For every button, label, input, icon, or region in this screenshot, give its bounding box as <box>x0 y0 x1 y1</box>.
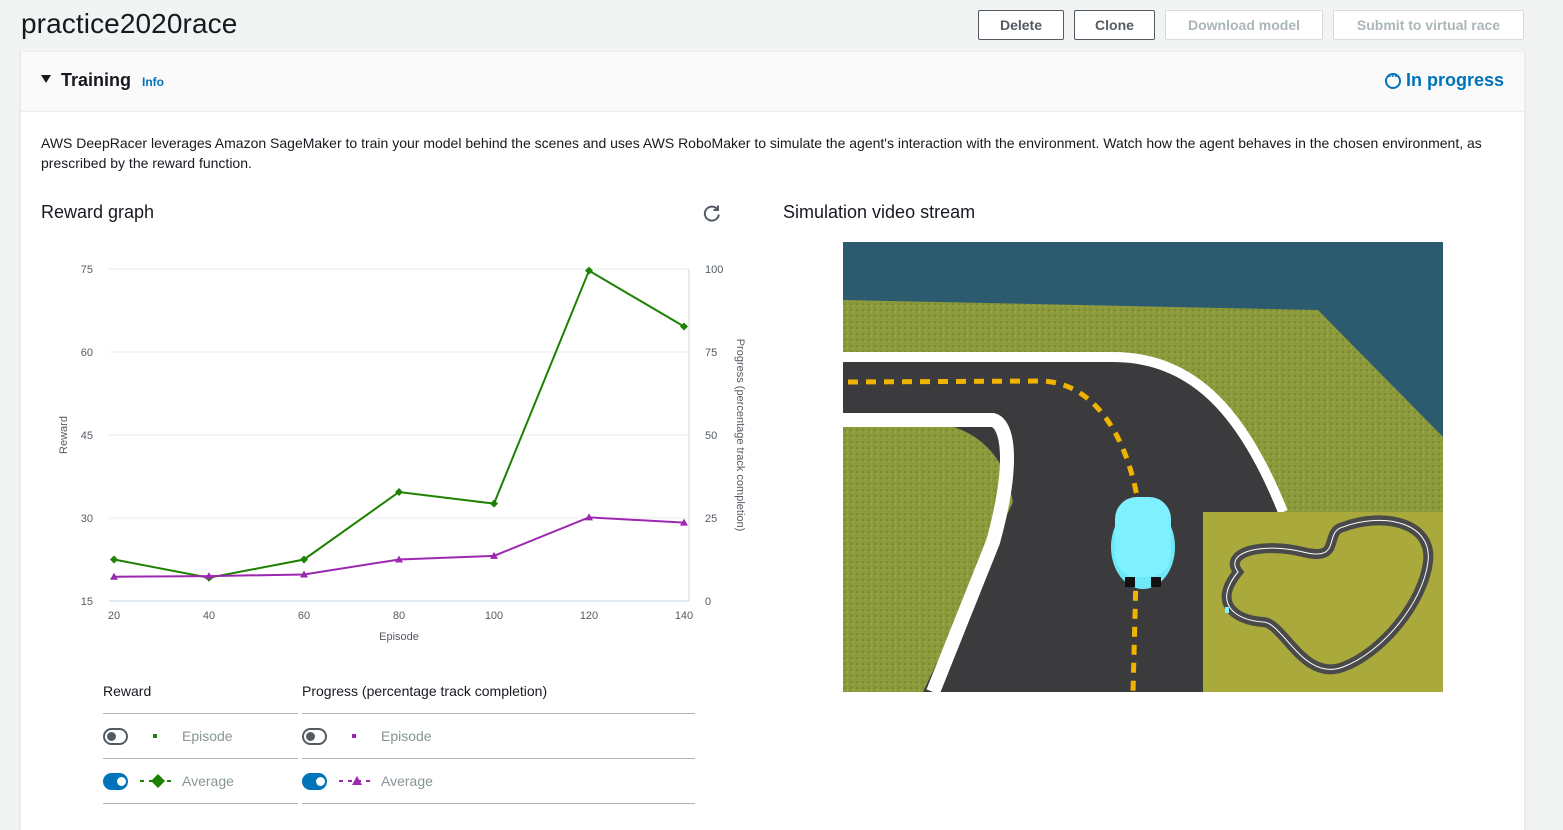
car <box>1111 497 1175 589</box>
square-marker-icon <box>352 734 356 738</box>
legend-label: Episode <box>182 728 233 744</box>
series-line <box>113 269 685 579</box>
legend-label: Average <box>182 773 234 789</box>
info-link[interactable]: Info <box>142 75 164 89</box>
data-point[interactable] <box>110 572 118 580</box>
refresh-icon[interactable] <box>702 203 722 223</box>
y-axis-label: Reward <box>58 416 70 454</box>
y2-tick-label: 100 <box>705 264 723 276</box>
data-point[interactable] <box>680 322 688 331</box>
data-point[interactable] <box>110 555 118 564</box>
reward-graph-title: Reward graph <box>41 202 155 222</box>
legend-progress-average: Average <box>302 759 695 804</box>
training-title: Training <box>61 70 132 90</box>
legend-progress-header: Progress (percentage track completion) <box>302 672 695 714</box>
data-point[interactable] <box>680 518 688 526</box>
progress-episode-toggle[interactable] <box>302 727 327 745</box>
data-point[interactable] <box>585 266 593 275</box>
y-tick-label: 75 <box>81 264 93 276</box>
legend-reward-header: Reward <box>103 672 298 714</box>
simulation-video-title: Simulation video stream <box>783 202 976 222</box>
simulation-video-stream <box>843 242 1443 692</box>
legend-progress-group: Progress (percentage track completion) E… <box>302 672 695 804</box>
reward-episode-toggle[interactable] <box>103 727 128 745</box>
y-tick-label: 15 <box>81 596 93 608</box>
x-tick-label: 120 <box>580 610 598 622</box>
diamond-marker-icon <box>140 774 176 788</box>
y2-tick-label: 0 <box>705 596 711 608</box>
data-point[interactable] <box>490 551 498 559</box>
triangle-marker-icon <box>339 776 375 785</box>
data-point[interactable] <box>395 487 403 496</box>
y2-tick-label: 25 <box>705 513 717 525</box>
x-axis-label: Episode <box>379 631 419 643</box>
download-model-button[interactable]: Download model <box>1165 10 1323 40</box>
y-tick-label: 45 <box>81 430 93 442</box>
submit-to-virtual-race-button[interactable]: Submit to virtual race <box>1333 10 1524 40</box>
x-tick-label: 100 <box>485 610 503 622</box>
legend-reward-group: Reward Episode Average <box>103 672 298 804</box>
y2-axis-label: Progress (percentage track completion) <box>734 339 746 532</box>
training-description: AWS DeepRacer leverages Amazon SageMaker… <box>41 135 1482 171</box>
status-text: In progress <box>1405 70 1504 90</box>
x-tick-label: 60 <box>298 610 310 622</box>
legend-reward-episode: Episode <box>103 714 298 759</box>
page-title: practice2020race <box>21 8 238 39</box>
reward-average-toggle[interactable] <box>103 772 128 790</box>
status-indicator: In progress <box>1384 69 1504 91</box>
data-point[interactable] <box>395 555 403 563</box>
x-tick-label: 20 <box>108 610 120 622</box>
training-panel-header[interactable]: Training Info In progress <box>21 52 1524 112</box>
x-tick-label: 40 <box>203 610 215 622</box>
series-line <box>113 516 685 578</box>
square-marker-icon <box>153 734 157 738</box>
y2-tick-label: 50 <box>705 430 717 442</box>
caret-down-icon[interactable] <box>41 75 51 83</box>
progress-average-toggle[interactable] <box>302 772 327 790</box>
y-tick-label: 30 <box>81 513 93 525</box>
x-tick-label: 140 <box>675 610 693 622</box>
data-point[interactable] <box>490 499 498 508</box>
data-point[interactable] <box>585 513 593 521</box>
data-point[interactable] <box>205 572 213 580</box>
y2-tick-label: 75 <box>705 347 717 359</box>
track-minimap <box>1203 512 1443 692</box>
training-panel: Training Info In progress AWS DeepRacer … <box>20 51 1525 830</box>
y-tick-label: 60 <box>81 347 93 359</box>
clone-button[interactable]: Clone <box>1074 10 1155 40</box>
in-progress-icon <box>1384 69 1401 89</box>
legend-label: Average <box>381 773 433 789</box>
legend-progress-episode: Episode <box>302 714 695 759</box>
data-point[interactable] <box>300 555 308 564</box>
delete-button[interactable]: Delete <box>978 10 1064 40</box>
legend-label: Episode <box>381 728 432 744</box>
data-point[interactable] <box>300 570 308 578</box>
legend-reward-average: Average <box>103 759 298 804</box>
x-tick-label: 80 <box>393 610 405 622</box>
